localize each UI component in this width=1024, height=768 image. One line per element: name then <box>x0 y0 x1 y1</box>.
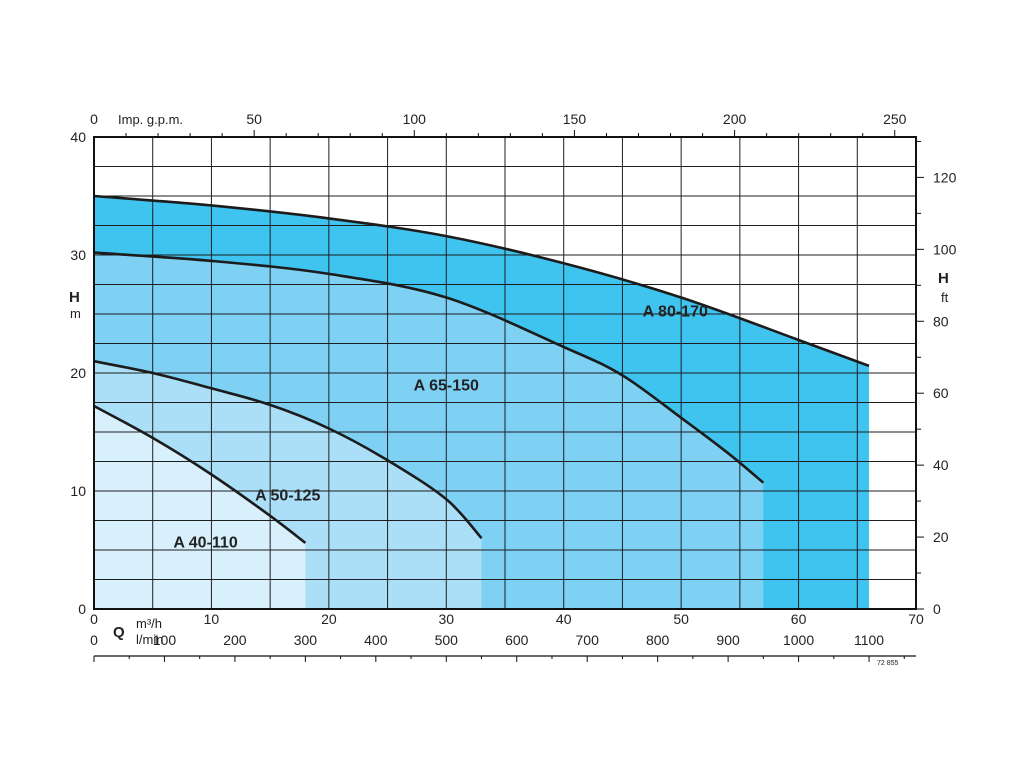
top-x-tick-label: 200 <box>723 111 747 127</box>
y-tick-label: 20 <box>70 365 86 381</box>
lmin-tick-label: 700 <box>576 632 600 648</box>
x-tick-label: 20 <box>321 611 337 627</box>
right-y-tick-label: 60 <box>933 385 949 401</box>
lmin-tick-label: 1000 <box>783 632 814 648</box>
top-x-tick-label: 50 <box>246 111 262 127</box>
curve-a-50-125 <box>93 359 483 540</box>
y-axis-letter: H <box>69 289 80 306</box>
lmin-tick-label: 100 <box>153 632 177 648</box>
right-y-tick-label: 120 <box>933 169 957 185</box>
x-tick-label: 30 <box>438 611 454 627</box>
top-x-tick-label: 0 <box>90 111 98 127</box>
right-y-axis-letter: H <box>938 270 949 287</box>
y-tick-label: 10 <box>70 483 86 499</box>
y-tick-label: 40 <box>70 129 86 145</box>
lmin-tick-label: 200 <box>223 632 247 648</box>
lmin-tick-label: 400 <box>364 632 388 648</box>
x-tick-label: 50 <box>673 611 689 627</box>
x-tick-label: 10 <box>204 611 220 627</box>
axis-ticks <box>93 130 924 662</box>
right-y-tick-label: 0 <box>933 601 941 617</box>
top-x-tick-label: 250 <box>883 111 907 127</box>
y-axis-unit: m <box>70 306 81 321</box>
lmin-tick-label: 300 <box>294 632 318 648</box>
pump-curves <box>93 194 870 544</box>
top-x-axis-unit: Imp. g.p.m. <box>118 112 183 127</box>
series-label-a-65-150: A 65-150 <box>414 378 479 395</box>
x-tick-label: 70 <box>908 611 924 627</box>
series-label-a-50-125: A 50-125 <box>255 487 320 504</box>
curve-area-fills <box>94 196 869 609</box>
lmin-tick-label: 500 <box>435 632 459 648</box>
x-axis-unit-lmin: l/min <box>136 632 163 647</box>
x-tick-label: 60 <box>791 611 807 627</box>
curve-a-65-150 <box>93 251 765 484</box>
top-x-tick-label: 150 <box>563 111 587 127</box>
x-axis-unit-m3h: m³/h <box>136 616 162 631</box>
lmin-tick-label: 600 <box>505 632 529 648</box>
lmin-tick-label: 0 <box>90 632 98 648</box>
y-tick-label: 0 <box>78 601 86 617</box>
y-tick-label: 30 <box>70 247 86 263</box>
right-y-tick-label: 100 <box>933 241 957 257</box>
top-x-tick-label: 100 <box>403 111 427 127</box>
grid <box>94 137 916 609</box>
x-tick-label: 40 <box>556 611 572 627</box>
lmin-tick-label: 1100 <box>854 632 884 648</box>
x-tick-label: 0 <box>90 611 98 627</box>
plot-frame <box>93 136 917 610</box>
figure-reference: 72 855 <box>877 660 899 667</box>
lmin-tick-label: 800 <box>646 632 670 648</box>
area-a-40-110 <box>94 406 306 609</box>
curve-a-80-170 <box>93 194 870 368</box>
right-y-axis-unit: ft <box>941 290 949 305</box>
curve-a-40-110 <box>93 404 307 544</box>
x-axis-letter: Q <box>113 624 125 641</box>
right-y-tick-label: 40 <box>933 457 949 473</box>
right-y-tick-label: 20 <box>933 529 949 545</box>
series-label-a-40-110: A 40-110 <box>173 535 237 552</box>
right-y-tick-label: 80 <box>933 313 949 329</box>
series-label-a-80-170: A 80-170 <box>643 303 708 320</box>
lmin-tick-label: 900 <box>716 632 740 648</box>
